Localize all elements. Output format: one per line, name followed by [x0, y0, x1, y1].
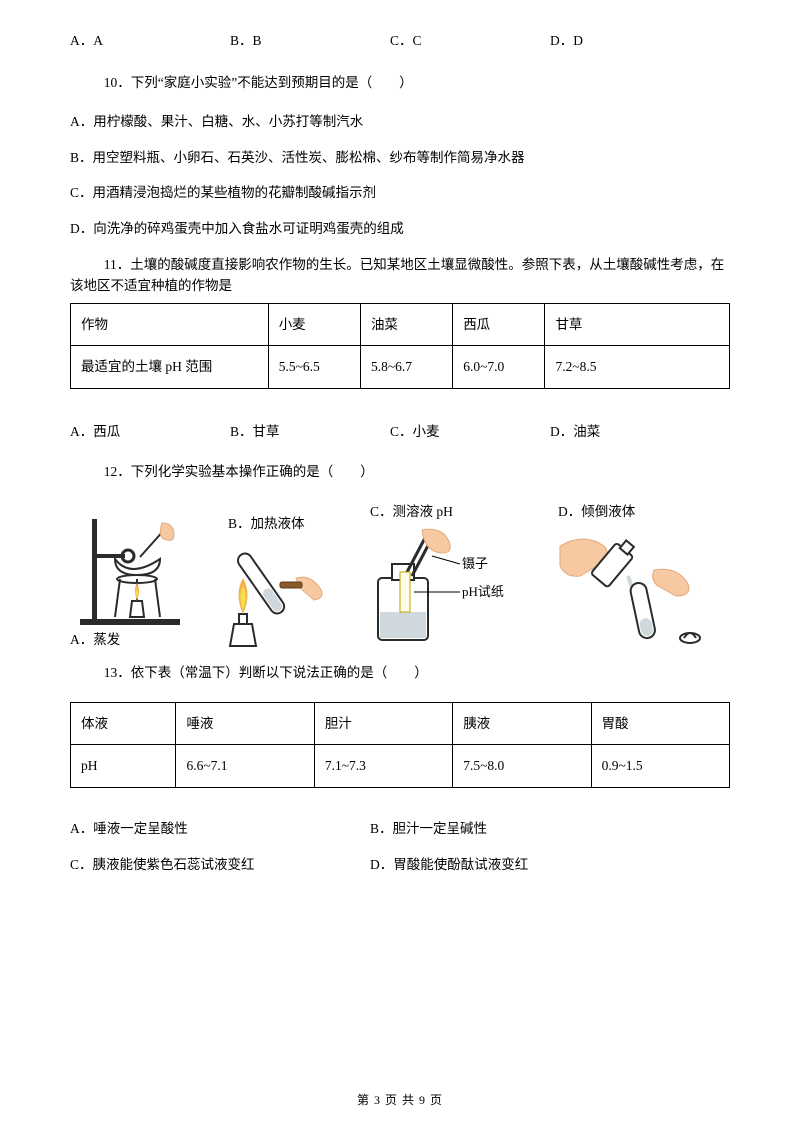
- q11-opt-a: A．西瓜: [70, 421, 230, 443]
- q12-fig-d: D．倾倒液体: [550, 501, 720, 651]
- q9-opt-a: A．A: [70, 30, 230, 52]
- q12-fig-c: C．测溶液 pH 镊子 pH试纸: [360, 501, 550, 651]
- q12-stem: 12．下列化学实验基本操作正确的是（ ）: [70, 461, 730, 483]
- q13-t-r1c2: 唾液: [176, 702, 314, 745]
- q11-t-r2c1: 最适宜的土壤 pH 范围: [71, 346, 269, 389]
- q11-opt-b: B．甘草: [230, 421, 390, 443]
- q9-options-row: A．A B．B C．C D．D: [70, 30, 730, 52]
- page-footer: 第 3 页 共 9 页: [0, 1091, 800, 1108]
- ph-paper-label: pH试纸: [462, 584, 504, 599]
- q13-t-r2c4: 7.5~8.0: [453, 745, 591, 788]
- evaporation-icon: [70, 509, 190, 629]
- q12-label-a: A．蒸发: [70, 629, 120, 651]
- q12-fig-b: B．加热液体: [210, 513, 360, 651]
- q11-opt-d: D．油菜: [550, 421, 600, 443]
- q11-t-r1c1: 作物: [71, 303, 269, 346]
- q11-t-r2c2: 5.5~6.5: [268, 346, 360, 389]
- q12-label-b: B．加热液体: [228, 513, 305, 535]
- q12-fig-a: A．蒸发: [70, 509, 210, 651]
- q11-opt-c: C．小麦: [390, 421, 550, 443]
- q11-t-r2c4: 6.0~7.0: [453, 346, 545, 389]
- q11-t-r2c3: 5.8~6.7: [360, 346, 452, 389]
- q12-figures-row: A．蒸发 B．加热液体 C．测溶液 pH: [70, 500, 730, 650]
- q13-opt-b: B．胆汁一定呈碱性: [370, 818, 487, 840]
- ph-test-icon: 镊子 pH试纸: [360, 526, 530, 650]
- tweezers-label: 镊子: [462, 556, 488, 571]
- q11-table: 作物 小麦 油菜 西瓜 甘草 最适宜的土壤 pH 范围 5.5~6.5 5.8~…: [70, 303, 730, 389]
- q13-t-r1c4: 胰液: [453, 702, 591, 745]
- q9-opt-b: B．B: [230, 30, 390, 52]
- q11-t-r1c2: 小麦: [268, 303, 360, 346]
- q10-opt-d: D．向洗净的碎鸡蛋壳中加入食盐水可证明鸡蛋壳的组成: [70, 218, 730, 240]
- heating-liquid-icon: [210, 538, 340, 650]
- q10-stem: 10．下列“家庭小实验”不能达到预期目的是（ ）: [70, 72, 730, 94]
- q13-opt-a: A．唾液一定呈酸性: [70, 818, 370, 840]
- q11-t-r1c5: 甘草: [545, 303, 730, 346]
- q13-options: A．唾液一定呈酸性 B．胆汁一定呈碱性 C．胰液能使紫色石蕊试液变红 D．胃酸能…: [70, 818, 730, 875]
- table-row: 作物 小麦 油菜 西瓜 甘草: [71, 303, 730, 346]
- q11-t-r1c4: 西瓜: [453, 303, 545, 346]
- q11-t-r1c3: 油菜: [360, 303, 452, 346]
- q13-t-r2c3: 7.1~7.3: [314, 745, 452, 788]
- q9-opt-c: C．C: [390, 30, 550, 52]
- q10-opt-b: B．用空塑料瓶、小卵石、石英沙、活性炭、膨松棉、纱布等制作简易净水器: [70, 147, 730, 169]
- q11-t-r2c5: 7.2~8.5: [545, 346, 730, 389]
- q9-opt-d: D．D: [550, 30, 583, 52]
- table-row: pH 6.6~7.1 7.1~7.3 7.5~8.0 0.9~1.5: [71, 745, 730, 788]
- q13-t-r2c2: 6.6~7.1: [176, 745, 314, 788]
- q12-label-d: D．倾倒液体: [558, 501, 635, 523]
- q13-t-r2c1: pH: [71, 745, 176, 788]
- q10-opt-a: A．用柠檬酸、果汁、白糖、水、小苏打等制汽水: [70, 111, 730, 133]
- q13-t-r2c5: 0.9~1.5: [591, 745, 729, 788]
- q13-table: 体液 唾液 胆汁 胰液 胃酸 pH 6.6~7.1 7.1~7.3 7.5~8.…: [70, 702, 730, 788]
- q13-stem: 13．依下表（常温下）判断以下说法正确的是（ ）: [70, 662, 730, 684]
- q10-opt-c: C．用酒精浸泡捣烂的某些植物的花瓣制酸碱指示剂: [70, 182, 730, 204]
- table-row: 体液 唾液 胆汁 胰液 胃酸: [71, 702, 730, 745]
- q10-options: A．用柠檬酸、果汁、白糖、水、小苏打等制汽水 B．用空塑料瓶、小卵石、石英沙、活…: [70, 111, 730, 239]
- q13-opt-d: D．胃酸能使酚酞试液变红: [370, 854, 528, 876]
- q13-opt-c: C．胰液能使紫色石蕊试液变红: [70, 854, 370, 876]
- pour-liquid-icon: [550, 526, 710, 650]
- q11-stem: 11．土壤的酸碱度直接影响农作物的生长。已知某地区土壤显微酸性。参照下表，从土壤…: [70, 254, 730, 297]
- q13-t-r1c1: 体液: [71, 702, 176, 745]
- q13-t-r1c5: 胃酸: [591, 702, 729, 745]
- table-row: 最适宜的土壤 pH 范围 5.5~6.5 5.8~6.7 6.0~7.0 7.2…: [71, 346, 730, 389]
- q12-label-c: C．测溶液 pH: [370, 501, 453, 523]
- q13-t-r1c3: 胆汁: [314, 702, 452, 745]
- q11-options-row: A．西瓜 B．甘草 C．小麦 D．油菜: [70, 421, 730, 443]
